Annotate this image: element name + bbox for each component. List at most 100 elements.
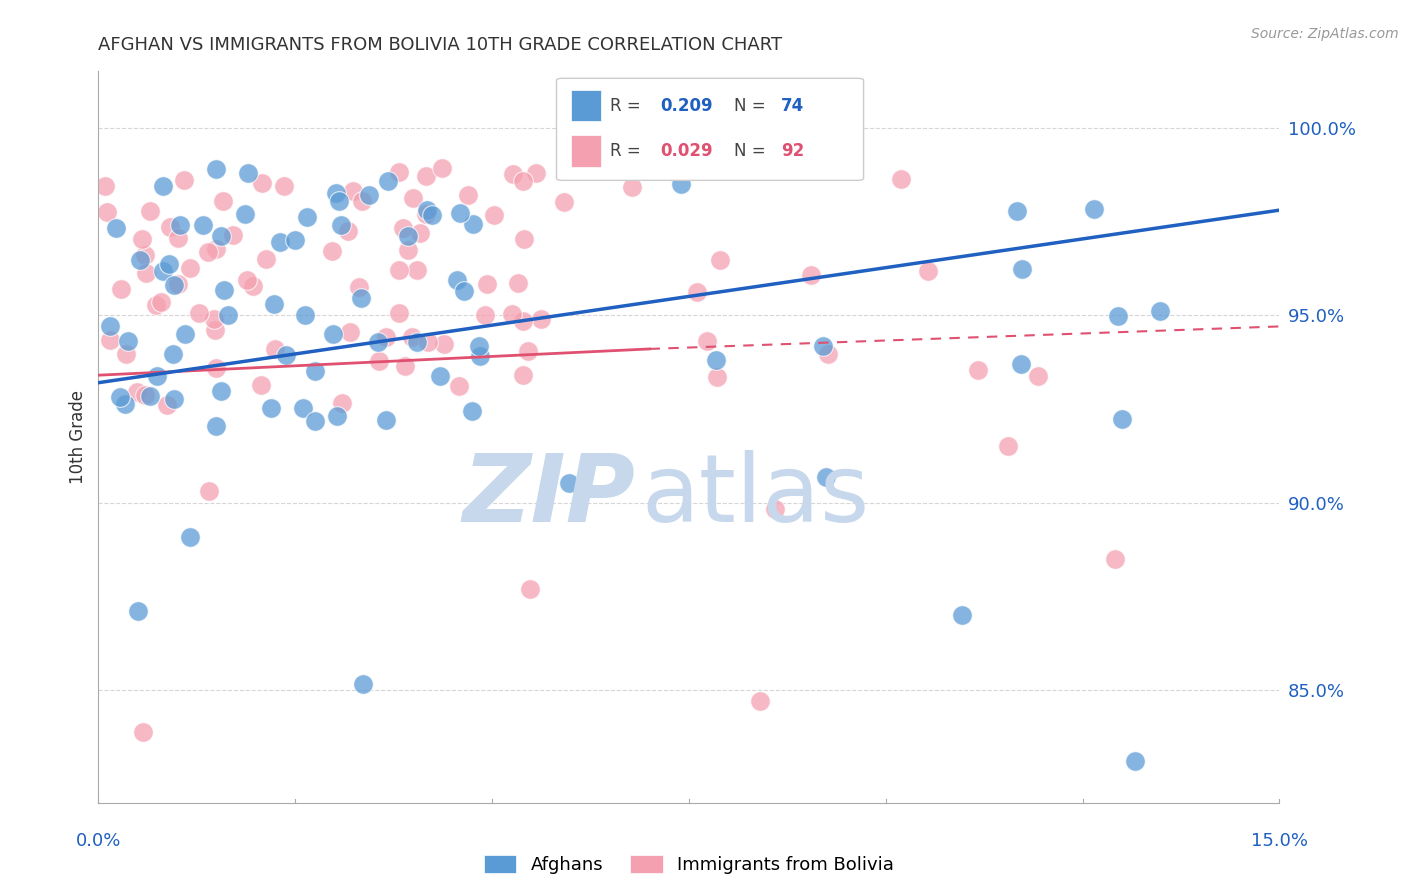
Point <box>328 194 350 208</box>
FancyBboxPatch shape <box>557 78 863 180</box>
Point <box>1026 369 1049 384</box>
Point <box>93 179 115 194</box>
Point <box>467 339 489 353</box>
Point <box>132 724 155 739</box>
Point <box>685 285 707 299</box>
Point <box>800 268 823 283</box>
Point <box>368 354 391 368</box>
Point <box>446 273 468 287</box>
Point <box>193 219 215 233</box>
Point <box>242 279 264 293</box>
Text: Source: ZipAtlas.com: Source: ZipAtlas.com <box>1251 27 1399 41</box>
Point <box>204 360 226 375</box>
Point <box>115 347 138 361</box>
Text: 74: 74 <box>780 97 804 115</box>
Point <box>558 476 581 491</box>
Point <box>352 677 374 691</box>
Point <box>145 297 167 311</box>
Point <box>179 261 201 276</box>
Point <box>415 207 437 221</box>
Point <box>156 398 179 412</box>
Point <box>1149 304 1171 318</box>
Point <box>432 337 454 351</box>
Point <box>169 218 191 232</box>
Point <box>1005 204 1028 219</box>
Point <box>222 228 245 243</box>
Point <box>415 169 437 184</box>
Point <box>145 368 167 383</box>
Point <box>125 384 148 399</box>
Point <box>416 203 439 218</box>
Point <box>669 177 692 191</box>
Point <box>304 364 326 378</box>
Point <box>260 401 283 416</box>
Point <box>197 244 219 259</box>
Point <box>135 266 157 280</box>
Point <box>530 311 553 326</box>
Point <box>349 291 371 305</box>
Point <box>621 179 644 194</box>
Point <box>339 325 361 339</box>
Point <box>357 187 380 202</box>
Point <box>212 284 235 298</box>
Point <box>429 369 451 384</box>
Point <box>512 368 534 382</box>
Point <box>131 232 153 246</box>
Point <box>512 174 534 188</box>
Point <box>209 229 232 244</box>
Point <box>330 396 353 410</box>
Point <box>273 178 295 193</box>
Point <box>1104 551 1126 566</box>
Point <box>134 248 156 262</box>
Point <box>516 344 538 359</box>
Point <box>461 217 484 231</box>
Point <box>217 308 239 322</box>
Point <box>163 392 186 407</box>
Legend: Afghans, Immigrants from Bolivia: Afghans, Immigrants from Bolivia <box>477 847 901 881</box>
Point <box>110 390 132 404</box>
Point <box>238 166 260 180</box>
Point <box>110 282 132 296</box>
Point <box>817 347 839 361</box>
Point <box>336 224 359 238</box>
Point <box>139 204 162 219</box>
Point <box>269 235 291 249</box>
Point <box>388 306 411 320</box>
Point <box>1123 754 1146 768</box>
Bar <box>571 90 600 121</box>
Point <box>236 273 259 287</box>
Point <box>291 401 314 416</box>
Point <box>704 353 727 368</box>
Point <box>406 263 429 277</box>
Point <box>475 277 498 292</box>
Point <box>1107 309 1129 323</box>
Point <box>104 221 127 235</box>
Text: 0.0%: 0.0% <box>76 832 121 850</box>
Point <box>263 343 285 357</box>
Point <box>263 296 285 310</box>
Point <box>96 204 118 219</box>
Point <box>420 209 443 223</box>
Point <box>294 309 316 323</box>
Point <box>233 206 256 220</box>
Point <box>329 218 352 232</box>
Point <box>402 190 425 204</box>
Point <box>204 323 226 337</box>
Point <box>152 178 174 193</box>
Point <box>250 378 273 392</box>
Point <box>482 208 505 222</box>
Text: ZIP: ZIP <box>463 450 636 541</box>
Point <box>890 172 912 186</box>
Point <box>519 582 541 596</box>
Point <box>98 334 121 348</box>
Point <box>150 294 173 309</box>
Point <box>401 330 423 344</box>
Point <box>254 252 277 266</box>
Point <box>127 604 149 618</box>
Point <box>174 326 197 341</box>
Point <box>325 409 347 423</box>
Point <box>1010 357 1032 371</box>
Point <box>997 439 1019 453</box>
Text: 0.209: 0.209 <box>659 97 713 115</box>
Text: R =: R = <box>610 97 645 115</box>
